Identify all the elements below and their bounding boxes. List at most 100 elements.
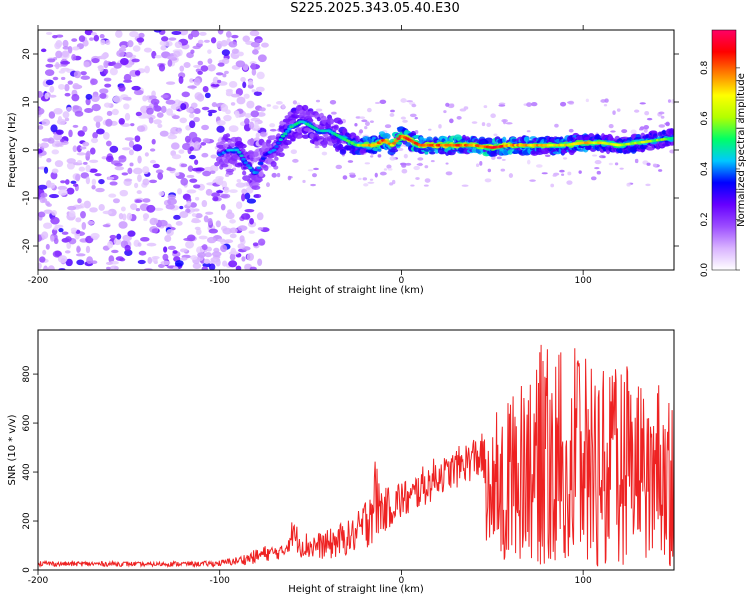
spectrogram-blob	[236, 178, 242, 183]
spectrogram-blob	[377, 148, 382, 152]
spectrogram-blob	[374, 172, 378, 178]
spectrogram-blob	[239, 143, 247, 149]
spectrogram-blob	[491, 156, 496, 160]
spectrogram-blob	[272, 105, 279, 110]
spectrogram-blob	[51, 209, 57, 216]
spectrogram-blob	[194, 159, 199, 165]
spectrogram-blob	[210, 192, 221, 198]
spectrogram-blob	[619, 167, 624, 170]
spectrogram-blob	[424, 165, 429, 169]
spectrogram-y-tick-label: -10	[22, 190, 32, 205]
spectrogram-blob	[361, 119, 368, 123]
spectrogram-blob	[369, 178, 374, 181]
spectrogram-blob	[644, 110, 650, 116]
spectrogram-blob	[608, 162, 613, 166]
spectrogram-blob	[98, 179, 105, 185]
spectrogram-blob	[312, 173, 317, 178]
spectrogram-blob	[207, 236, 217, 244]
spectrogram-blob	[147, 256, 153, 264]
spectrogram-blob	[220, 103, 229, 112]
spectrogram-blob	[290, 149, 298, 155]
spectrogram-blob	[168, 37, 177, 41]
spectrogram-blob	[112, 95, 123, 103]
spectrogram-blob	[560, 101, 567, 107]
spectrogram-blob	[243, 161, 249, 165]
snr-y-tick-label: 200	[22, 512, 32, 529]
spectrogram-blob	[276, 172, 281, 178]
spectrogram-blob	[216, 120, 226, 126]
spectrogram-blob	[90, 94, 100, 102]
spectrogram-blob	[535, 164, 543, 168]
spectrogram-blob	[78, 166, 86, 172]
spectrogram-blob	[487, 168, 492, 173]
spectrogram-blob	[55, 50, 63, 59]
spectrogram-blob	[40, 192, 48, 198]
spectrogram-blob	[652, 163, 658, 167]
spectrogram-blob	[207, 49, 212, 54]
spectrogram-blob	[91, 103, 101, 112]
spectrogram-blob	[616, 108, 621, 112]
spectrogram-blob	[55, 39, 63, 48]
spectrogram-blob	[130, 123, 135, 127]
spectrogram-blob	[84, 30, 93, 36]
spectrogram-blob	[403, 153, 408, 159]
spectrogram-blob	[670, 99, 674, 104]
spectrogram-blob	[151, 138, 156, 145]
spectrogram-blob	[248, 230, 255, 234]
spectrogram-blob	[53, 133, 63, 141]
spectrogram-blob	[50, 216, 60, 225]
spectrogram-blob	[231, 34, 239, 39]
spectrogram-blob	[99, 88, 109, 94]
spectrogram-blob	[221, 49, 230, 56]
spectrogram-blob	[42, 249, 47, 256]
spectrogram-blob	[661, 129, 667, 135]
spectrogram-blob	[180, 177, 189, 186]
spectrogram-blob	[165, 81, 176, 85]
spectrogram-blob	[216, 190, 224, 194]
spectrogram-blob	[118, 155, 127, 163]
spectrogram-blob	[224, 158, 230, 164]
spectrogram-blob	[84, 108, 94, 113]
spectrogram-y-ticks: -20 -10 0 10 20	[22, 48, 679, 253]
spectrogram-blob	[278, 138, 283, 142]
spectrogram-blob	[418, 162, 423, 167]
spectrogram-blob	[109, 145, 119, 153]
spectrogram-blob	[630, 129, 637, 135]
spectrogram-blob	[113, 238, 122, 246]
spectrogram-blob	[62, 39, 69, 48]
spectrogram-blob	[135, 199, 143, 203]
spectrogram-blob	[68, 210, 76, 218]
spectrogram-blob	[229, 219, 236, 224]
snr-x-ticks: -200 -100 0 100	[28, 570, 592, 586]
spectrogram-blob	[369, 155, 374, 158]
spectrogram-blob	[196, 246, 204, 254]
spectrogram-blob	[121, 172, 129, 176]
spectrogram-blob	[363, 183, 369, 187]
spectrogram-blob	[38, 211, 46, 218]
spectrogram-blob	[411, 103, 417, 108]
spectrogram-blob	[174, 260, 184, 267]
spectrogram-blob	[167, 198, 177, 205]
spectrogram-blob	[364, 125, 368, 130]
spectrogram-blob	[186, 107, 194, 113]
spectrogram-blob	[185, 125, 191, 131]
spectrogram-blob	[550, 183, 555, 188]
snr-y-tick-label: 800	[22, 365, 32, 382]
spectrogram-blob	[136, 37, 145, 43]
spectrogram-blob	[72, 124, 79, 128]
spectrogram-blob	[544, 154, 551, 157]
spectrogram-blob	[414, 116, 418, 120]
spectrogram-blob	[314, 146, 320, 149]
spectrogram-blob	[57, 116, 63, 122]
spectrogram-blob	[90, 31, 97, 36]
spectrogram-blob	[244, 192, 251, 200]
spectrogram-blob	[220, 193, 231, 199]
spectrogram-blob	[149, 148, 156, 152]
spectrogram-blob	[285, 129, 290, 133]
spectrogram-blob	[49, 182, 56, 189]
spectrogram-blob	[137, 242, 142, 247]
spectrogram-blob	[389, 113, 395, 117]
spectrogram-blob	[244, 118, 250, 125]
spectrogram-blob	[316, 116, 322, 122]
